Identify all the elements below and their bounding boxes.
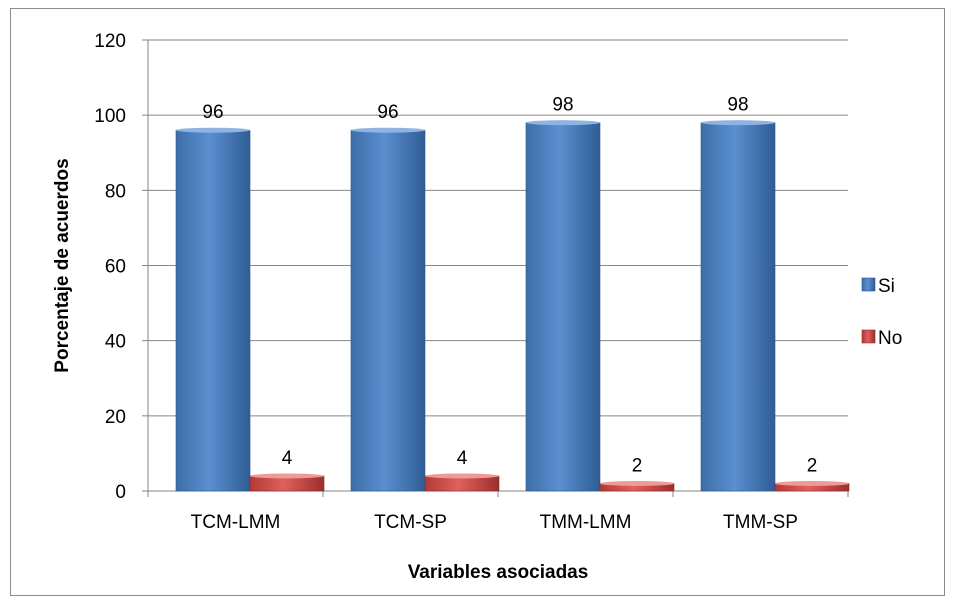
data-label: 4	[282, 448, 293, 469]
chart-frame	[10, 8, 945, 596]
x-tick-label: TCM-LMM	[191, 512, 281, 533]
bar-cap	[775, 480, 849, 486]
bar-cap	[250, 473, 324, 479]
y-axis-title: Porcentaje de acuerdos	[52, 158, 73, 372]
data-label: 96	[377, 102, 398, 123]
bar-cap	[351, 127, 425, 133]
data-label: 96	[202, 102, 223, 123]
y-tick-label: 40	[105, 332, 126, 353]
x-tick-label: TCM-SP	[374, 512, 447, 533]
y-tick-label: 120	[94, 31, 126, 52]
data-label: 2	[632, 455, 643, 476]
legend-label-si: Si	[878, 276, 895, 297]
bar-si-tmm-lmm	[525, 122, 601, 492]
bar-cap	[600, 480, 674, 486]
data-label: 98	[727, 95, 748, 116]
bar-cap	[176, 127, 250, 133]
x-axis-title: Variables asociadas	[408, 562, 589, 583]
bar-cap	[701, 120, 775, 126]
y-tick-label: 80	[105, 181, 126, 202]
y-tick-label: 0	[115, 482, 126, 503]
legend: Si No	[861, 276, 902, 349]
bar-si-tcm-lmm	[175, 129, 251, 492]
legend-label-no: No	[878, 328, 902, 349]
x-tick-label: TMM-LMM	[540, 512, 632, 533]
y-tick-label: 100	[94, 106, 126, 127]
x-tick-label: TMM-SP	[723, 512, 798, 533]
labels: 0 20 40 60 80 100 120 96 4 TCM-LMM 96 4 TCM-SP 98 2 TMM…	[94, 31, 817, 533]
bar-si-tcm-sp	[350, 129, 426, 492]
bar-cap	[526, 120, 600, 126]
data-label: 4	[457, 448, 468, 469]
legend-swatch-no	[861, 329, 876, 344]
y-tick-label: 60	[105, 257, 126, 278]
legend-swatch-si	[861, 277, 876, 292]
data-label: 98	[552, 95, 573, 116]
bars	[175, 120, 850, 492]
bar-cap	[425, 473, 499, 479]
y-tick-label: 20	[105, 407, 126, 428]
data-label: 2	[807, 455, 818, 476]
bar-si-tmm-sp	[700, 122, 776, 492]
